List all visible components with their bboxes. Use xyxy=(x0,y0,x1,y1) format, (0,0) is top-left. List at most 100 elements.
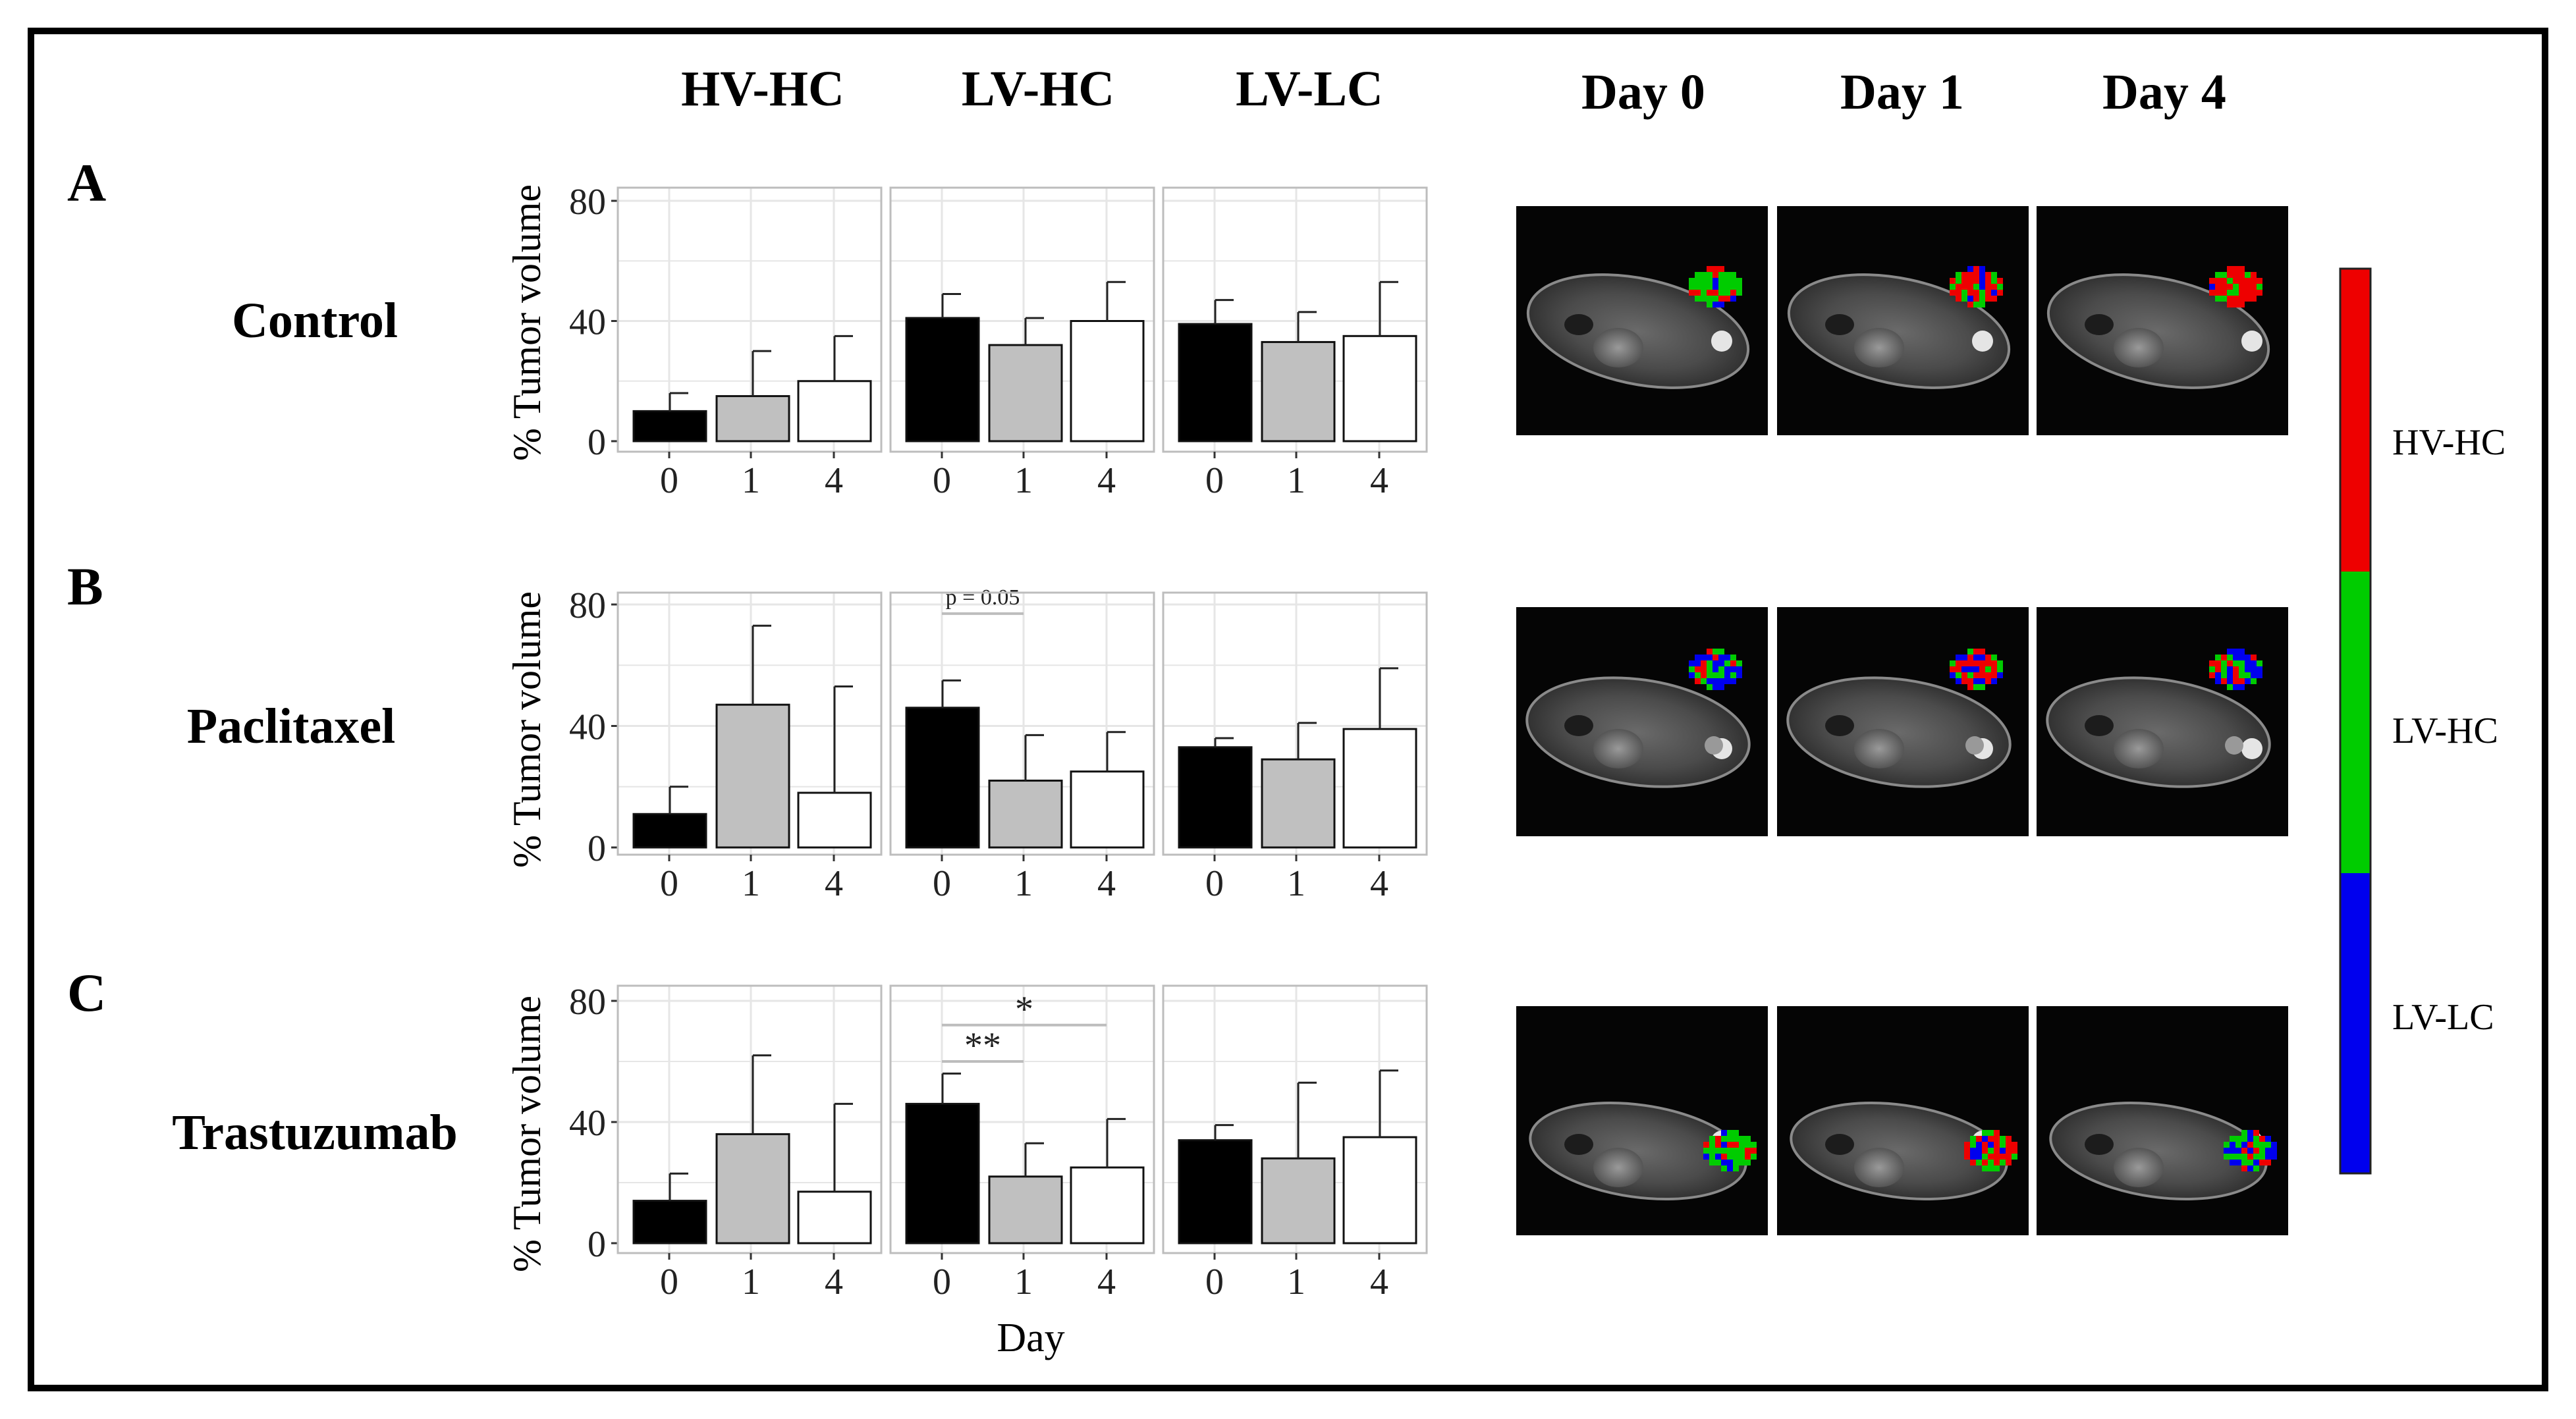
mri-image-row-1-day-col-2 xyxy=(1777,206,2029,435)
tumor-voxel xyxy=(1967,278,1973,284)
tumor-voxel xyxy=(1713,649,1718,655)
column-title-lv-lc: LV-LC xyxy=(1236,61,1383,117)
mri-marker xyxy=(1972,331,1993,352)
tumor-voxel xyxy=(2224,1148,2230,1154)
tumor-overlay xyxy=(1703,1130,1757,1171)
tumor-voxel xyxy=(2221,660,2227,666)
tumor-voxel xyxy=(2230,1142,2235,1148)
chart-panel-a-lv-lc: 0 1 4 xyxy=(1162,186,1428,501)
tumor-voxel xyxy=(1707,684,1713,690)
tumor-voxel xyxy=(1976,1136,1982,1142)
tumor-voxel xyxy=(2221,672,2227,678)
tumor-voxel xyxy=(1988,1165,1994,1171)
tumor-voxel xyxy=(1950,284,1956,290)
x-tick-label: 0 xyxy=(1205,1262,1224,1302)
tumor-voxel xyxy=(1973,302,1979,308)
y-axis-label-c: % Tumor volume xyxy=(505,996,549,1272)
tumor-voxel xyxy=(2221,284,2227,290)
tumor-voxel xyxy=(1988,1154,1994,1160)
bar-day-4 xyxy=(1070,770,1145,849)
x-tick-label: 0 xyxy=(1205,460,1224,501)
mri-body xyxy=(1786,676,2012,788)
tumor-voxel xyxy=(2215,296,2221,302)
tumor-voxel xyxy=(2239,678,2245,684)
tumor-voxel xyxy=(1982,1142,1988,1148)
y-tick-label: 40 xyxy=(569,707,606,748)
tumor-voxel xyxy=(1721,1148,1727,1154)
tumor-voxel xyxy=(1695,678,1701,684)
tumor-voxel xyxy=(2233,684,2239,690)
tumor-voxel xyxy=(1727,1160,1733,1165)
row-treatment-trastuzumab: Trastuzumab xyxy=(172,1105,458,1160)
x-tick-label: 4 xyxy=(1370,863,1388,904)
tumor-voxel xyxy=(1701,678,1707,684)
image-column-title-day-4: Day 4 xyxy=(2102,65,2226,120)
tumor-voxel xyxy=(2251,296,2257,302)
tumor-overlay xyxy=(1689,649,1742,690)
panel-border xyxy=(1162,984,1428,1254)
tumor-voxel xyxy=(1707,272,1713,278)
tumor-voxel xyxy=(1982,1136,1988,1142)
tumor-voxel xyxy=(2233,672,2239,678)
tumor-voxel xyxy=(1964,1154,1970,1160)
x-tick-label: 0 xyxy=(660,460,678,501)
tumor-voxel xyxy=(1736,284,1742,290)
y-tick-label: 0 xyxy=(588,828,606,869)
tumor-voxel xyxy=(1724,660,1730,666)
tumor-voxel xyxy=(1718,660,1724,666)
tumor-voxel xyxy=(1988,1136,1994,1142)
tumor-voxel xyxy=(1701,660,1707,666)
tumor-voxel xyxy=(1956,296,1961,302)
tumor-voxel xyxy=(2259,1148,2265,1154)
x-tick-label: 0 xyxy=(660,863,678,904)
tumor-voxel xyxy=(1991,296,1997,302)
tumor-voxel xyxy=(2221,278,2227,284)
tumor-voxel xyxy=(1991,290,1997,296)
tumor-voxel xyxy=(2257,290,2262,296)
tumor-voxel xyxy=(2227,666,2233,672)
tumor-voxel xyxy=(1709,1154,1715,1160)
chart-panel-c-lv-lc: 0 1 4 xyxy=(1162,984,1428,1302)
tumor-voxel xyxy=(1964,1148,1970,1154)
tumor-voxel xyxy=(1707,655,1713,660)
bar-day-1 xyxy=(988,1175,1063,1245)
tumor-voxel xyxy=(2012,1154,2017,1160)
tumor-voxel xyxy=(1718,302,1724,308)
tumor-voxel xyxy=(1733,1154,1739,1160)
bar-day-4 xyxy=(1342,1136,1417,1245)
bar-day-0 xyxy=(1178,323,1253,442)
tumor-voxel xyxy=(1707,266,1713,272)
tumor-voxel xyxy=(1967,655,1973,660)
tumor-voxel xyxy=(1715,1136,1721,1142)
tumor-voxel xyxy=(1707,284,1713,290)
tumor-voxel xyxy=(1751,1148,1757,1154)
tumor-voxel xyxy=(1985,290,1991,296)
tumor-voxel xyxy=(1961,660,1967,666)
tumor-voxel xyxy=(2247,1154,2253,1160)
tumor-voxel xyxy=(1709,1160,1715,1165)
tumor-voxel xyxy=(2215,290,2221,296)
tumor-voxel xyxy=(1751,1154,1757,1160)
tumor-overlay xyxy=(1950,649,2003,690)
y-tick-label: 40 xyxy=(569,302,606,343)
tumor-voxel xyxy=(1979,284,1985,290)
tumor-voxel xyxy=(2012,1142,2017,1148)
tumor-voxel xyxy=(2221,290,2227,296)
x-tick-label: 1 xyxy=(1014,460,1033,501)
mri-image-row-3-day-col-3 xyxy=(2037,1006,2288,1235)
tumor-voxel xyxy=(2006,1142,2012,1148)
tumor-voxel xyxy=(1985,655,1991,660)
tumor-voxel xyxy=(1973,284,1979,290)
tumor-voxel xyxy=(1751,1142,1757,1148)
tumor-voxel xyxy=(1707,302,1713,308)
tumor-voxel xyxy=(2265,1148,2271,1154)
tumor-voxel xyxy=(1979,672,1985,678)
tumor-voxel xyxy=(1695,666,1701,672)
tumor-voxel xyxy=(2230,1148,2235,1154)
mri-dark-region xyxy=(1825,715,1854,736)
x-tick-label: 4 xyxy=(1097,1262,1116,1302)
bar-day-1 xyxy=(988,344,1063,442)
tumor-voxel xyxy=(1967,672,1973,678)
tumor-voxel xyxy=(1988,1148,1994,1154)
